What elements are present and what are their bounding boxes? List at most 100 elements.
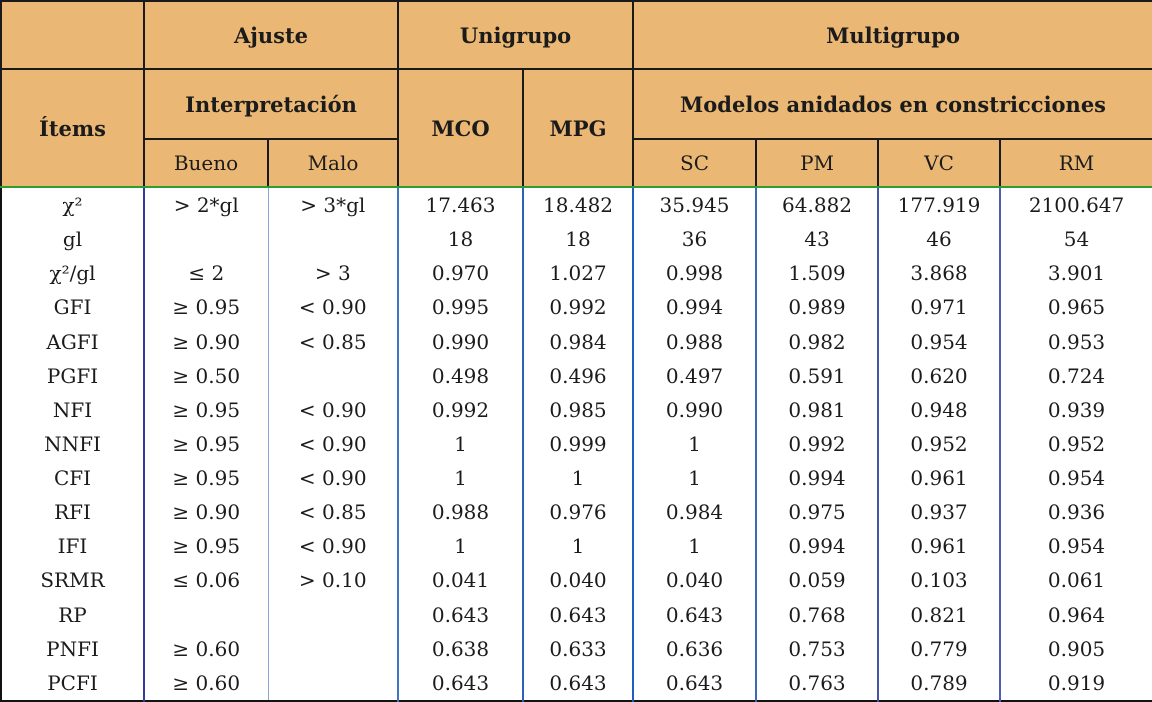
row-label: SRMR xyxy=(1,563,144,598)
cell-malo: > 3*gl xyxy=(267,187,399,223)
cell-vc: 46 xyxy=(877,222,1001,257)
cell-bueno: ≥ 0.60 xyxy=(143,631,268,666)
header-row-columns: Bueno Malo SC PM VC RM xyxy=(1,138,1152,188)
table-row: PGFI ≥ 0.50 0.498 0.496 0.497 0.591 0.620 0.724 xyxy=(1,358,1152,393)
cell-bueno: ≥ 0.95 xyxy=(143,529,268,564)
cell-rm: 0.952 xyxy=(999,426,1152,461)
cell-bueno: ≥ 0.95 xyxy=(143,392,268,427)
row-label: PCFI xyxy=(1,665,144,701)
cell-rm: 0.965 xyxy=(999,290,1152,325)
row-label: χ² xyxy=(1,187,144,223)
cell-sc: 36 xyxy=(632,222,757,257)
row-label: NFI xyxy=(1,392,144,427)
header-multigrupo: Multigrupo xyxy=(632,0,1152,70)
cell-vc: 0.103 xyxy=(877,563,1001,598)
cell-sc: 0.636 xyxy=(632,631,757,666)
header-mco: MCO xyxy=(397,68,525,188)
cell-sc: 1 xyxy=(632,426,757,461)
cell-malo: < 0.90 xyxy=(267,529,399,564)
row-label: χ²/gl xyxy=(1,256,144,291)
cell-mpg: 0.643 xyxy=(522,665,634,701)
cell-mpg: 18.482 xyxy=(522,187,634,223)
cell-sc: 1 xyxy=(632,529,757,564)
cell-rm: 0.061 xyxy=(999,563,1152,598)
cell-bueno xyxy=(143,222,268,257)
cell-malo xyxy=(267,631,399,666)
cell-malo xyxy=(267,597,399,632)
header-row-groups: Ajuste Unigrupo Multigrupo xyxy=(0,0,1152,70)
table-row: PCFI ≥ 0.60 0.643 0.643 0.643 0.763 0.789 0.919 xyxy=(1,665,1152,701)
cell-rm: 2100.647 xyxy=(999,187,1152,223)
cell-rm: 0.905 xyxy=(999,631,1152,666)
cell-sc: 0.040 xyxy=(632,563,757,598)
cell-rm: 0.953 xyxy=(999,324,1152,359)
cell-rm: 54 xyxy=(999,222,1152,257)
cell-mco: 1 xyxy=(397,529,524,564)
cell-malo: < 0.85 xyxy=(267,324,399,359)
cell-bueno: ≥ 0.95 xyxy=(143,461,268,496)
row-label: GFI xyxy=(1,290,144,325)
cell-mpg: 0.496 xyxy=(522,358,634,393)
cell-vc: 0.961 xyxy=(877,461,1001,496)
cell-bueno: ≥ 0.90 xyxy=(143,495,268,530)
table-row: χ²/gl ≤ 2 > 3 0.970 1.027 0.998 1.509 3.868 3.90… xyxy=(1,256,1152,291)
header-sc: SC xyxy=(632,138,758,188)
cell-mpg: 0.984 xyxy=(522,324,634,359)
cell-rm: 0.954 xyxy=(999,461,1152,496)
cell-pm: 0.981 xyxy=(755,392,879,427)
header-bueno: Bueno xyxy=(143,138,269,188)
cell-pm: 0.753 xyxy=(755,631,879,666)
cell-malo: < 0.90 xyxy=(267,461,399,496)
cell-sc: 0.643 xyxy=(632,597,757,632)
cell-rm: 0.724 xyxy=(999,358,1152,393)
cell-mco: 1 xyxy=(397,461,524,496)
header-ajuste: Ajuste xyxy=(142,0,400,70)
cell-mco: 1 xyxy=(397,426,524,461)
table-row: SRMR ≤ 0.06 > 0.10 0.041 0.040 0.040 0.059 0.10… xyxy=(1,563,1152,598)
table-row: χ² > 2*gl > 3*gl 17.463 18.482 35.945 64.882 17… xyxy=(1,187,1152,223)
cell-sc: 0.984 xyxy=(632,495,757,530)
cell-malo xyxy=(267,222,399,257)
cell-pm: 0.975 xyxy=(755,495,879,530)
cell-sc: 0.998 xyxy=(632,256,757,291)
cell-bueno: ≥ 0.95 xyxy=(143,426,268,461)
cell-mco: 0.638 xyxy=(397,631,524,666)
cell-rm: 3.901 xyxy=(999,256,1152,291)
cell-mco: 0.992 xyxy=(397,392,524,427)
cell-mco: 0.970 xyxy=(397,256,524,291)
cell-vc: 0.779 xyxy=(877,631,1001,666)
cell-sc: 35.945 xyxy=(632,187,757,223)
cell-pm: 0.982 xyxy=(755,324,879,359)
table-row: gl 18 18 36 43 46 54 xyxy=(1,222,1152,257)
cell-malo: > 0.10 xyxy=(267,563,399,598)
cell-mpg: 0.643 xyxy=(522,597,634,632)
cell-sc: 0.643 xyxy=(632,665,757,701)
table-row: IFI ≥ 0.95 < 0.90 1 1 1 0.994 0.961 0.954 xyxy=(1,529,1152,564)
cell-pm: 43 xyxy=(755,222,879,257)
cell-rm: 0.954 xyxy=(999,529,1152,564)
cell-vc: 0.948 xyxy=(877,392,1001,427)
cell-sc: 0.497 xyxy=(632,358,757,393)
cell-rm: 0.939 xyxy=(999,392,1152,427)
cell-vc: 3.868 xyxy=(877,256,1001,291)
header-pm: PM xyxy=(755,138,880,188)
cell-mpg: 0.976 xyxy=(522,495,634,530)
header-rm: RM xyxy=(999,138,1152,188)
cell-rm: 0.964 xyxy=(999,597,1152,632)
cell-malo: < 0.90 xyxy=(267,290,399,325)
cell-pm: 0.992 xyxy=(755,426,879,461)
table-row: PNFI ≥ 0.60 0.638 0.633 0.636 0.753 0.779 0.905 xyxy=(1,631,1152,666)
cell-mco: 0.498 xyxy=(397,358,524,393)
table-row: NFI ≥ 0.95 < 0.90 0.992 0.985 0.990 0.981 0.948… xyxy=(1,392,1152,427)
cell-sc: 1 xyxy=(632,461,757,496)
cell-mpg: 0.040 xyxy=(522,563,634,598)
cell-vc: 177.919 xyxy=(877,187,1001,223)
table-body: χ² > 2*gl > 3*gl 17.463 18.482 35.945 64.882 17… xyxy=(1,187,1152,701)
row-label: NNFI xyxy=(1,426,144,461)
cell-mpg: 0.985 xyxy=(522,392,634,427)
cell-vc: 0.954 xyxy=(877,324,1001,359)
row-label: PGFI xyxy=(1,358,144,393)
cell-mco: 0.988 xyxy=(397,495,524,530)
cell-bueno: ≥ 0.95 xyxy=(143,290,268,325)
row-label: RFI xyxy=(1,495,144,530)
